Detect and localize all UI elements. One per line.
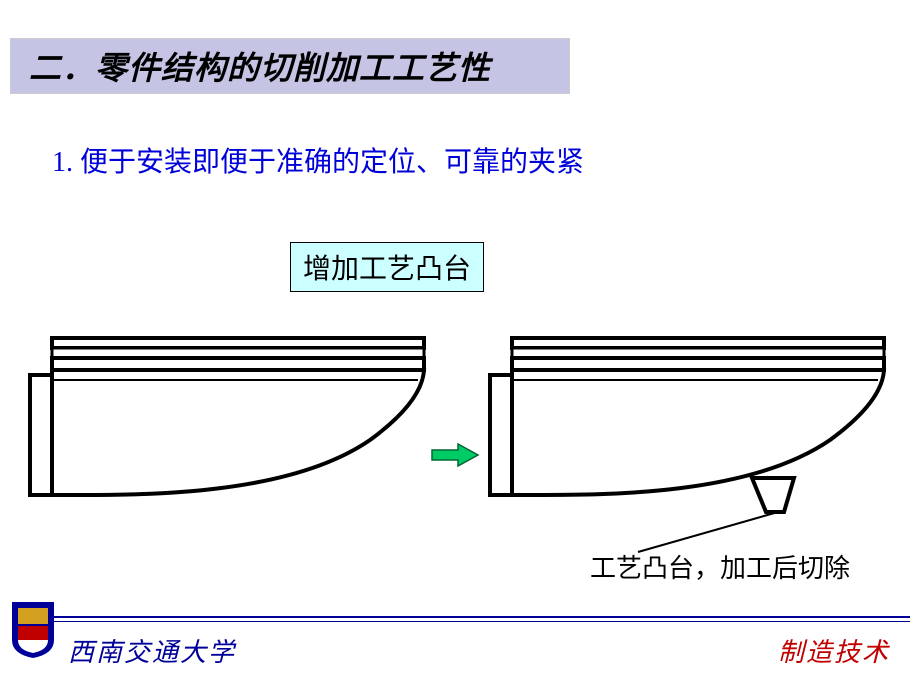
label-box: 增加工艺凸台 [290, 242, 484, 292]
university-name: 西南交通大学 [68, 632, 236, 669]
subtitle: 1. 便于安装即便于准确的定位、可靠的夹紧 [52, 140, 584, 180]
arrow-icon [430, 442, 480, 468]
right-hull-shape [490, 338, 884, 552]
footer-divider-thick [20, 616, 910, 618]
leader-line [638, 512, 778, 552]
footer-divider-thin [20, 621, 910, 622]
annotation-text: 工艺凸台，加工后切除 [590, 548, 850, 585]
process-boss [752, 478, 794, 512]
university-logo-icon [8, 598, 58, 660]
title-bar: 二．零件结构的切削加工工艺性 [10, 38, 570, 94]
course-name: 制造技术 [778, 632, 890, 669]
left-hull-shape [30, 338, 424, 495]
page-title: 二．零件结构的切削加工工艺性 [29, 43, 491, 89]
